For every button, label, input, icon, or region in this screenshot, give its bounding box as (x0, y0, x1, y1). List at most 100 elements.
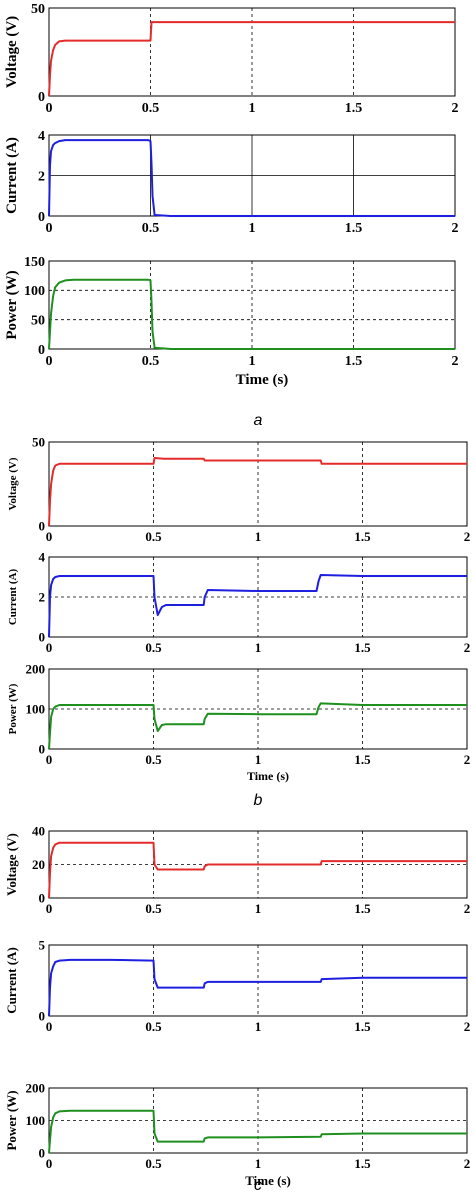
y-tick-label: 0 (38, 210, 45, 225)
chart-panel-b-5: 0 0.5 1 1.5 2 0 100 200 Power (W) Time (s) (7, 662, 470, 783)
x-tick-label: 1 (255, 1019, 262, 1034)
y-tick-label: 200 (26, 1081, 46, 1096)
series-line-voltage (48, 457, 467, 527)
y-tick-label: 0 (39, 891, 46, 906)
x-tick-label: 1 (249, 101, 256, 116)
x-tick-label: 0.5 (145, 1019, 162, 1034)
y-axis-label: Voltage (V) (4, 16, 20, 88)
y-tick-label: 0 (39, 1146, 46, 1161)
chart-panel-b-3: 0 0.5 1 1.5 2 0 50 Voltage (V) (7, 435, 470, 544)
chart-panel-c-8: 0 0.5 1 1.5 2 0 100 200 Power (W) Time (s) (4, 1081, 470, 1188)
x-tick-label: 2 (452, 101, 459, 116)
x-axis-label: Time (s) (247, 769, 289, 783)
y-tick-label: 2 (39, 590, 46, 605)
chart-panel-c-7: 0 0.5 1 1.5 2 0 5 Current (A) (4, 938, 470, 1034)
y-tick-label: 100 (24, 284, 45, 299)
y-tick-label: 0 (38, 343, 45, 358)
x-tick-label: 0 (46, 1156, 53, 1171)
x-tick-label: 1 (249, 354, 256, 369)
x-tick-label: 0 (46, 1019, 53, 1034)
x-tick-label: 1 (255, 640, 262, 655)
y-axis-label: Power (W) (4, 1090, 19, 1150)
x-tick-label: 1.5 (345, 101, 363, 116)
caption-a: a (254, 412, 263, 429)
y-tick-label: 0 (39, 1009, 46, 1024)
x-tick-label: 1.5 (354, 529, 371, 544)
y-tick-label: 50 (31, 2, 45, 17)
x-tick-label: 0.5 (145, 1156, 162, 1171)
y-tick-label: 50 (31, 314, 45, 329)
plot-frame (48, 944, 468, 1017)
y-tick-label: 50 (32, 435, 45, 450)
x-tick-label: 2 (464, 752, 471, 767)
x-tick-label: 1.5 (354, 1019, 371, 1034)
x-tick-label: 2 (464, 529, 471, 544)
x-tick-label: 2 (464, 640, 471, 655)
x-tick-label: 0 (46, 529, 53, 544)
x-tick-label: 1 (255, 529, 262, 544)
series-line-current (48, 574, 467, 638)
x-tick-label: 1 (255, 901, 262, 916)
chart-panel-a-2: 0 0.5 1 1.5 2 0 50 100 150 Power (W) Time (s) (4, 255, 459, 388)
y-tick-label: 40 (32, 824, 45, 839)
x-tick-label: 0 (46, 221, 53, 236)
caption-b: b (254, 792, 263, 809)
y-axis-label: Power (W) (4, 270, 20, 339)
y-tick-label: 100 (26, 702, 46, 717)
chart-panel-b-4: 0 0.5 1 1.5 2 0 2 4 Current (A) (7, 550, 470, 655)
x-tick-label: 2 (464, 901, 471, 916)
y-tick-label: 0 (39, 630, 46, 645)
x-tick-label: 0.5 (142, 101, 160, 116)
x-tick-label: 0 (46, 752, 53, 767)
x-tick-label: 1.5 (345, 221, 363, 236)
series-line-power (48, 702, 467, 750)
x-tick-label: 0 (46, 101, 53, 116)
series-line-voltage (48, 21, 455, 97)
x-tick-label: 1 (255, 752, 262, 767)
x-tick-label: 0.5 (145, 529, 162, 544)
x-tick-label: 0.5 (145, 640, 162, 655)
x-tick-label: 1.5 (354, 640, 371, 655)
y-tick-label: 2 (38, 169, 45, 184)
y-tick-label: 100 (26, 1113, 46, 1128)
x-tick-label: 1.5 (345, 354, 363, 369)
x-tick-label: 1.5 (354, 901, 371, 916)
series-line-current (48, 958, 467, 1017)
x-tick-label: 2 (464, 1156, 471, 1171)
y-axis-label: Voltage (V) (4, 833, 19, 896)
series-line-current (48, 139, 455, 217)
x-tick-label: 1 (255, 1156, 262, 1171)
y-tick-label: 0 (39, 519, 46, 534)
series-line-power (48, 1109, 467, 1154)
y-axis-label: Current (A) (4, 137, 20, 214)
series-line-power (48, 278, 455, 350)
x-tick-label: 0 (46, 640, 53, 655)
x-tick-label: 0.5 (142, 221, 160, 236)
y-axis-label: Voltage (V) (7, 457, 19, 510)
y-tick-label: 5 (39, 938, 46, 953)
x-tick-label: 0 (46, 354, 53, 369)
x-tick-label: 1.5 (354, 1156, 371, 1171)
series-line-voltage (48, 841, 467, 899)
x-tick-label: 0.5 (145, 901, 162, 916)
x-tick-label: 1 (249, 221, 256, 236)
x-tick-label: 0.5 (142, 354, 160, 369)
y-tick-label: 150 (24, 255, 45, 270)
x-tick-label: 1.5 (354, 752, 371, 767)
y-axis-label: Current (A) (4, 947, 19, 1014)
y-tick-label: 0 (38, 90, 45, 105)
y-tick-label: 20 (32, 857, 45, 872)
x-tick-label: 2 (452, 354, 459, 369)
x-axis-label: Time (s) (236, 372, 289, 388)
x-tick-label: 2 (464, 1019, 471, 1034)
x-axis-label: Time (s) (245, 1173, 291, 1188)
y-tick-label: 200 (26, 662, 46, 677)
y-tick-label: 4 (38, 129, 45, 144)
chart-panel-a-0: 0 0.5 1 1.5 2 0 50 Voltage (V) (4, 2, 459, 116)
y-tick-label: 0 (39, 742, 46, 757)
chart-panel-a-1: 0 0.5 1 1.5 2 0 2 4 Current (A) (4, 129, 459, 236)
y-axis-label: Current (A) (7, 569, 19, 626)
caption-c: c (254, 1177, 262, 1194)
